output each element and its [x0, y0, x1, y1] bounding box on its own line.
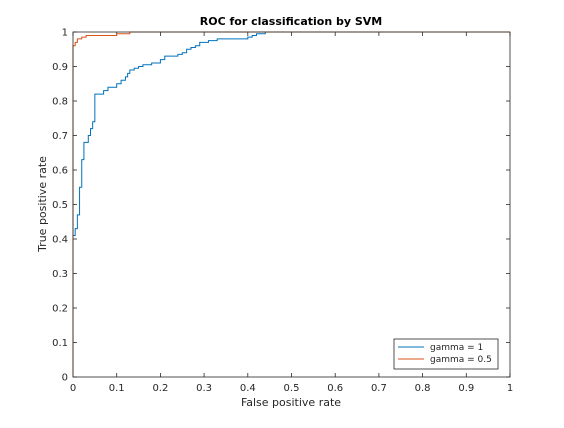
y-tick-label: 0.8	[52, 97, 68, 108]
y-axis-label: True positive rate	[36, 156, 49, 253]
legend: gamma = 1 gamma = 0.5	[393, 338, 499, 370]
series-layer	[72, 31, 510, 377]
y-tick-label: 0	[62, 373, 68, 384]
y-tick-label: 0.9	[52, 62, 68, 73]
x-axis-label: False positive rate	[241, 396, 341, 409]
x-tick-label: 0.6	[327, 383, 343, 394]
x-tick-label: 0.7	[371, 383, 387, 394]
y-tick-label: 0.6	[52, 166, 68, 177]
y-tick-label: 0.1	[52, 338, 68, 349]
y-tick-label: 0.7	[52, 131, 68, 142]
series-line-1	[72, 31, 510, 377]
x-tick-label: 0	[70, 383, 76, 394]
y-tick-label: 1	[62, 28, 68, 39]
y-tick-label: 0.3	[52, 269, 68, 280]
chart-title: ROC for classification by SVM	[200, 15, 383, 28]
legend-label: gamma = 1	[430, 343, 483, 353]
series-line-2	[72, 31, 510, 377]
x-tick-label: 1	[507, 383, 513, 394]
ticks-layer: 0 0.1 0.2 0.3 0.4 0.5 0.6 0.7 0.8 0.9 1 0 0.1 0.2 0.3 0…	[52, 28, 513, 395]
x-tick-label: 0.9	[458, 383, 474, 394]
legend-label: gamma = 0.5	[430, 355, 492, 365]
legend-box	[393, 338, 499, 370]
x-tick-label: 0.4	[240, 383, 256, 394]
x-tick-label: 0.8	[415, 383, 431, 394]
x-tick-label: 0.3	[196, 383, 212, 394]
y-tick-label: 0.2	[52, 304, 68, 315]
x-tick-label: 0.1	[109, 383, 125, 394]
plot-area	[73, 32, 510, 377]
plot-frame	[72, 31, 511, 378]
y-tick-label: 0.5	[52, 200, 68, 211]
y-tick-label: 0.4	[52, 235, 68, 246]
x-tick-label: 0.5	[284, 383, 300, 394]
x-tick-label: 0.2	[152, 383, 168, 394]
